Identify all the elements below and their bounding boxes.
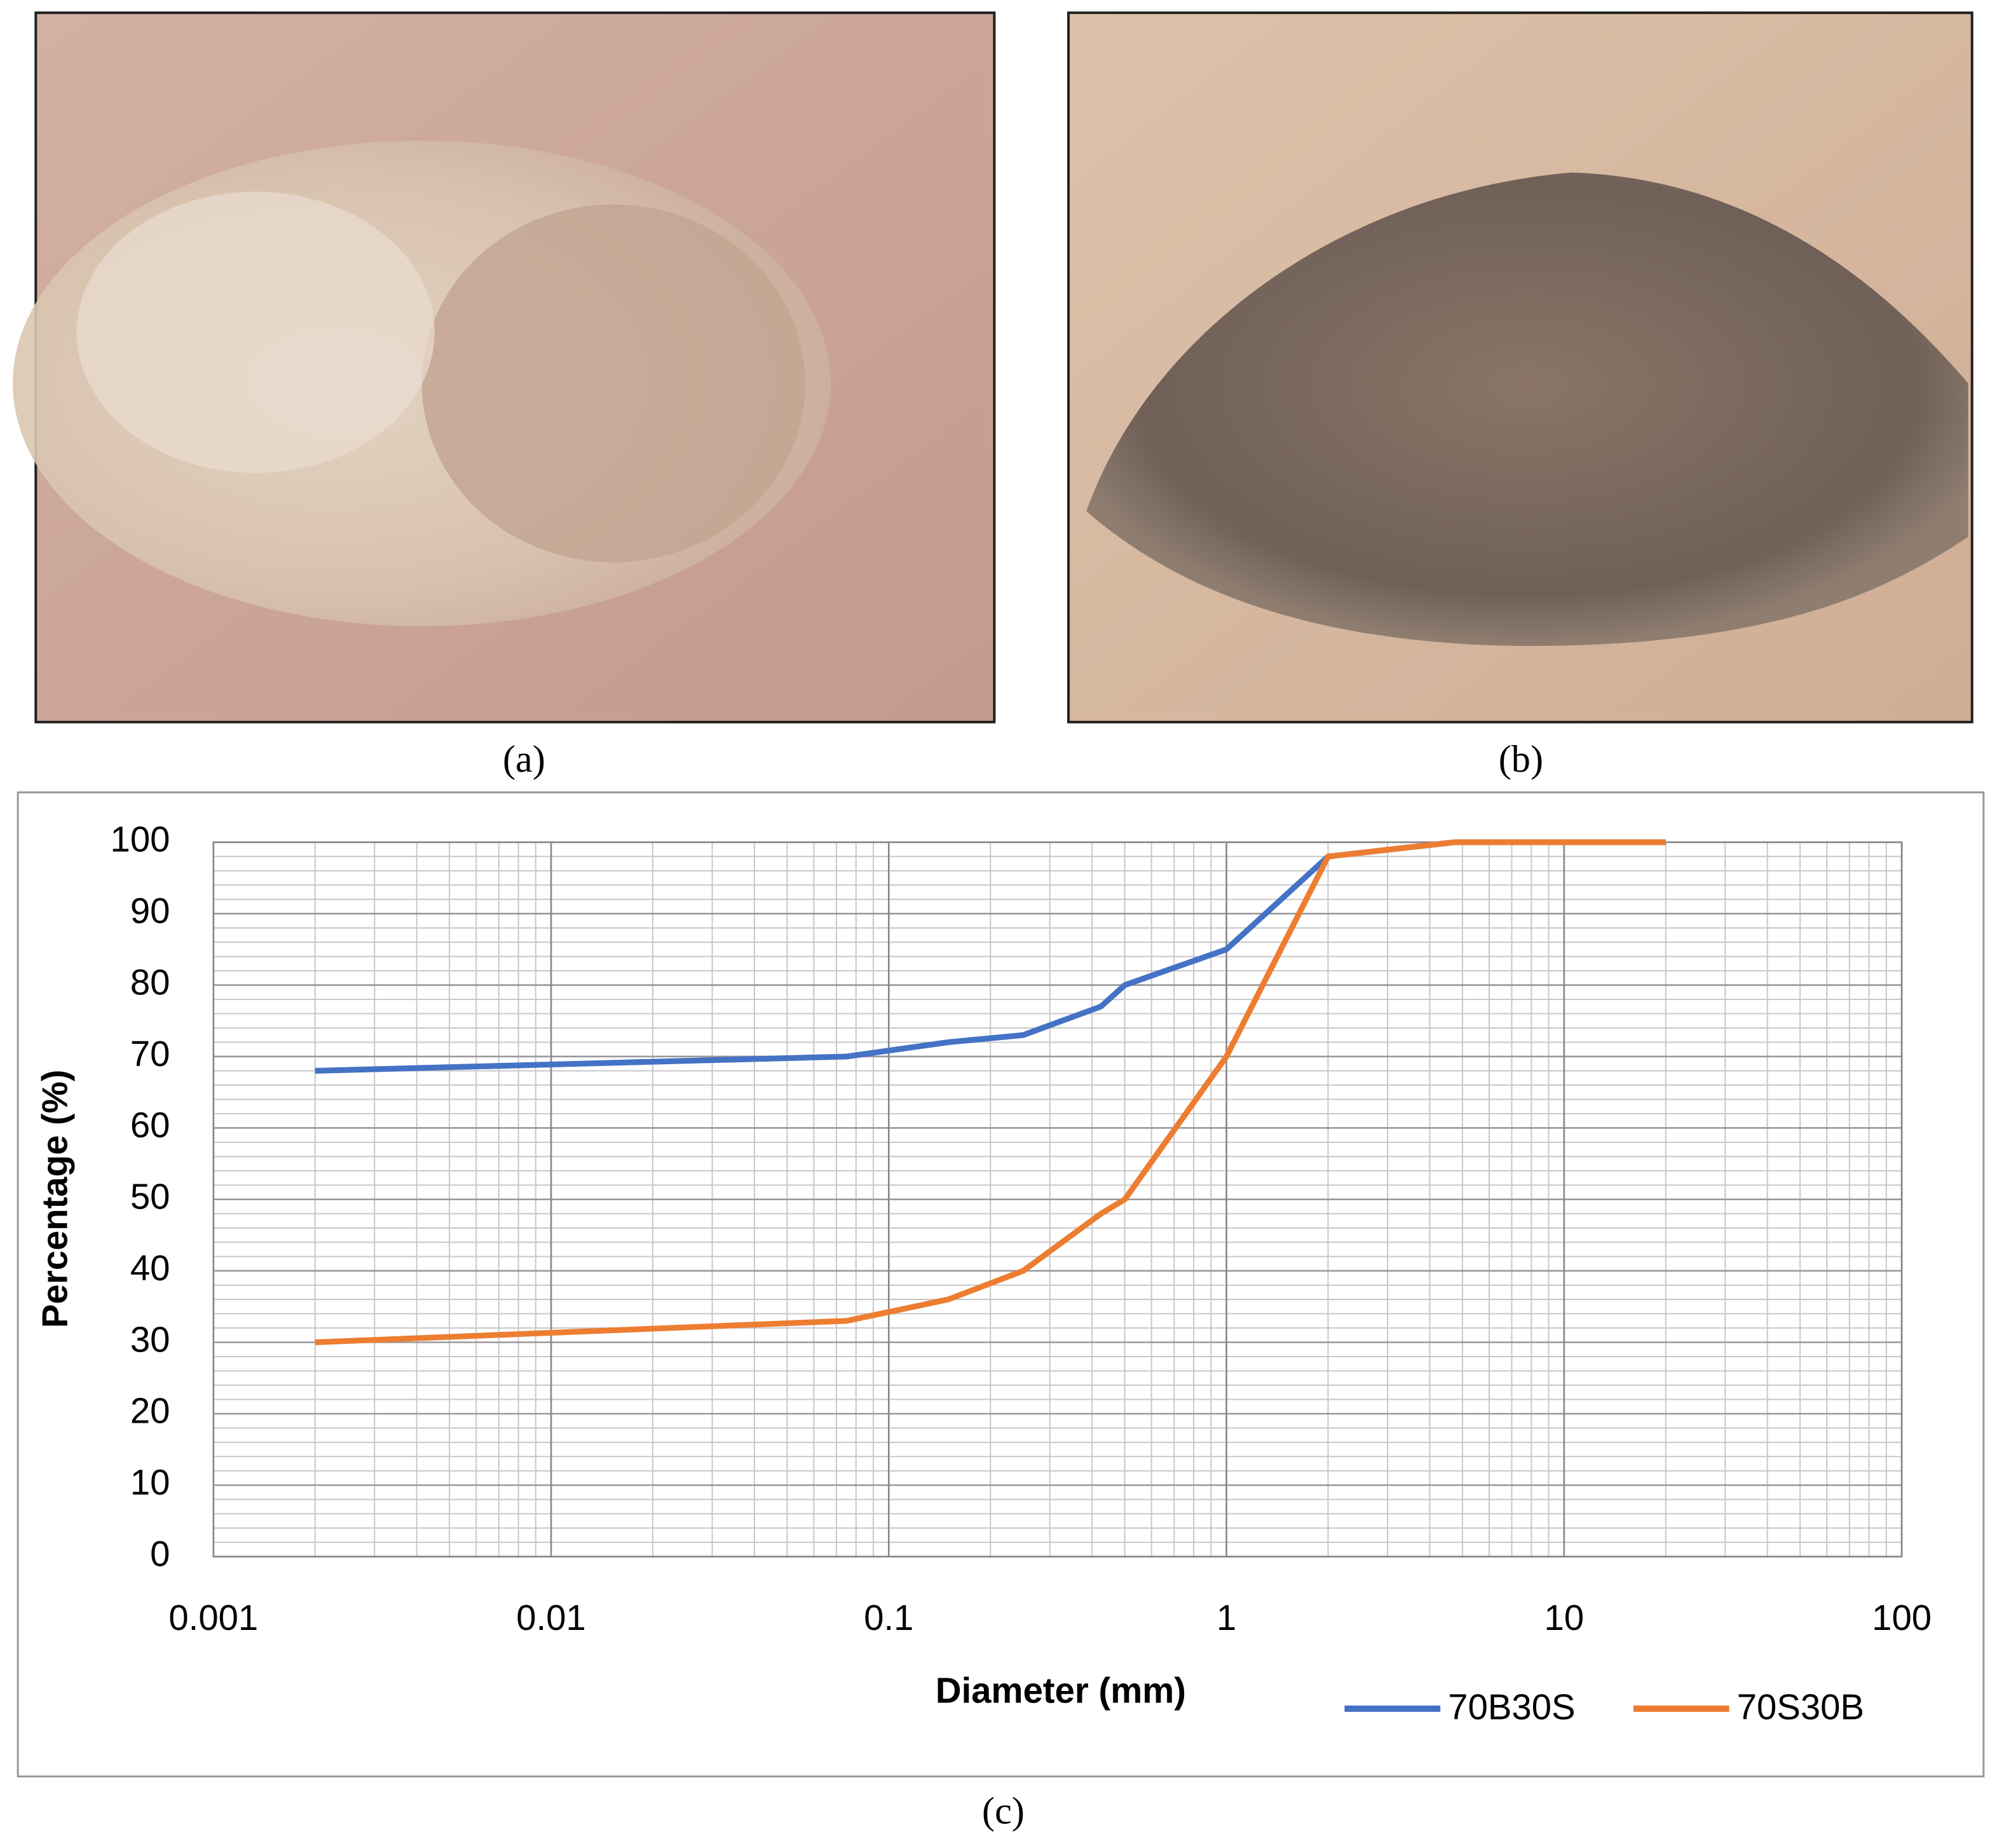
- x-axis-title: Diameter (mm): [936, 1671, 1186, 1711]
- x-tick-label: 0.001: [168, 1598, 258, 1638]
- y-tick-label: 90: [130, 891, 170, 931]
- y-tick-label: 50: [130, 1177, 170, 1217]
- x-tick-label: 1: [1217, 1598, 1236, 1638]
- y-axis-title: Percentage (%): [34, 1069, 74, 1328]
- plot: 0 10 20 30 40 50 60 70 80 90 100 0.001 0.01 0.1 1 10 100…: [111, 819, 1932, 1727]
- panel-label: (a): [503, 738, 545, 781]
- y-tick-label: 30: [130, 1319, 170, 1359]
- x-tick-label: 0.01: [516, 1598, 586, 1638]
- chart-frame: [17, 791, 1985, 1777]
- photo-a: [13, 11, 996, 723]
- y-tick-label: 100: [111, 819, 170, 859]
- y-tick-label: 60: [130, 1105, 170, 1145]
- y-tick-label: 80: [130, 962, 170, 1002]
- x-tick-label: 100: [1872, 1598, 1932, 1638]
- y-tick-label: 0: [150, 1534, 170, 1574]
- panel-label: (c): [982, 1790, 1025, 1833]
- legend-label: 70S30B: [1737, 1687, 1864, 1727]
- series-line: [315, 839, 1666, 1346]
- legend-label: 70B30S: [1448, 1687, 1575, 1727]
- y-tick-label: 20: [130, 1391, 170, 1431]
- plot-border: [212, 841, 1903, 1557]
- panel-label: (b): [1499, 738, 1543, 781]
- x-tick-label: 0.1: [864, 1598, 913, 1638]
- y-tick-label: 70: [130, 1034, 170, 1074]
- y-tick-label: 40: [130, 1248, 170, 1288]
- y-tick-label: 10: [130, 1462, 170, 1502]
- x-tick-label: 10: [1544, 1598, 1585, 1638]
- photo-b: [1067, 11, 1973, 723]
